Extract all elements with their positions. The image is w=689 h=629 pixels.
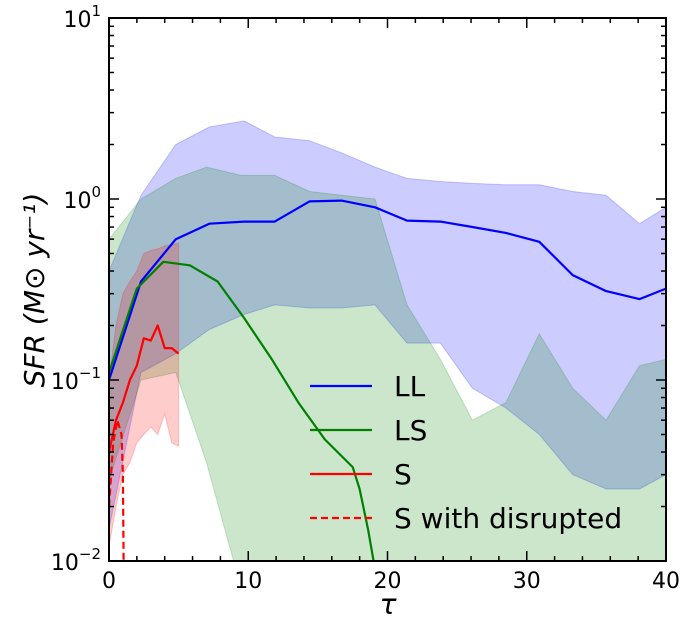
x-tick-label: 40 [652, 569, 680, 594]
legend-label: S with disrupted [394, 502, 622, 535]
band-ll [109, 120, 666, 530]
legend: LL LS S S with disrupted [310, 370, 622, 535]
x-tick-label: 10 [234, 569, 262, 594]
uncertainty-bands [109, 120, 666, 561]
legend-label: LL [394, 370, 426, 403]
y-tick-label: 10−1 [51, 364, 101, 395]
axis-ticks [108, 17, 667, 562]
y-axis-label: SFR (M⊙ yr⁻¹) [18, 193, 51, 388]
legend-label: S [394, 458, 412, 491]
x-tick-label: 0 [102, 569, 116, 594]
x-axis-label: τ [380, 588, 397, 621]
line-s [109, 324, 180, 453]
line-ll [109, 199, 666, 381]
y-tick-label: 101 [63, 2, 101, 33]
line-s-with-disrupted [109, 419, 125, 561]
axis-tick-labels: 0 10 20 30 40 101 100 10−1 10−2 [51, 2, 680, 594]
x-tick-label: 20 [374, 569, 402, 594]
x-tick-label: 30 [513, 569, 541, 594]
band-ls [109, 166, 666, 561]
legend-label: LS [394, 414, 427, 447]
line-ls [109, 260, 375, 561]
y-tick-label: 10−2 [51, 545, 101, 576]
series-lines [109, 199, 666, 561]
y-tick-label: 100 [63, 183, 101, 214]
